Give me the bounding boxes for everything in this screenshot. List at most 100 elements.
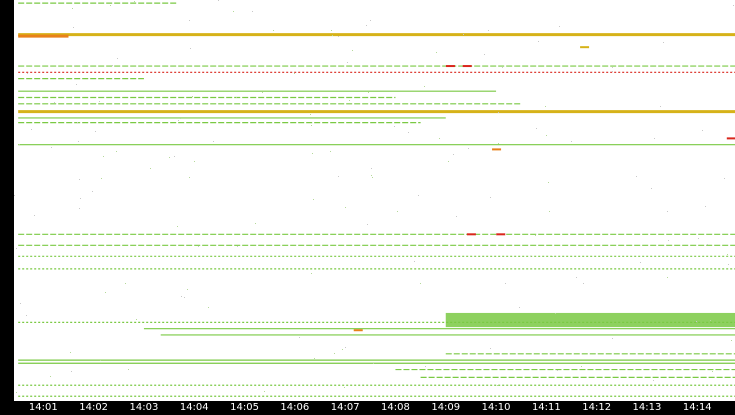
- traffic-marker-1: [462, 65, 472, 68]
- noise-dot-101: [189, 20, 190, 21]
- noise-dot-135: [218, 0, 219, 1]
- noise-dot-49: [273, 30, 274, 31]
- noise-dot-55: [373, 363, 374, 364]
- x-tick-label-10: 14:11: [531, 402, 561, 413]
- noise-dot-8: [101, 178, 102, 179]
- noise-dot-2: [70, 352, 71, 353]
- x-tick-label-13: 14:14: [682, 402, 712, 413]
- noise-dot-56: [344, 387, 345, 388]
- noise-dot-32: [342, 349, 343, 350]
- noise-dot-80: [105, 292, 106, 293]
- noise-dot-126: [345, 207, 346, 208]
- noise-dot-5: [183, 269, 184, 270]
- noise-dot-63: [334, 353, 335, 354]
- noise-dot-24: [208, 307, 209, 308]
- noise-dot-78: [663, 42, 664, 43]
- x-tick-label-6: 14:07: [330, 402, 360, 413]
- noise-dot-66: [502, 67, 503, 68]
- x-tick-label-7: 14:08: [381, 402, 410, 413]
- noise-dot-146: [79, 179, 80, 180]
- noise-dot-143: [312, 153, 313, 154]
- noise-dot-75: [194, 161, 195, 162]
- noise-dot-64: [51, 147, 52, 148]
- noise-dot-107: [490, 197, 491, 198]
- x-tick-label-2: 14:03: [129, 402, 159, 413]
- noise-dot-41: [366, 25, 367, 26]
- noise-dot-106: [424, 86, 425, 87]
- noise-dot-95: [549, 211, 550, 212]
- noise-dot-109: [16, 248, 17, 249]
- noise-dot-127: [498, 143, 499, 144]
- noise-dot-61: [414, 261, 415, 262]
- noise-dot-29: [545, 106, 546, 107]
- noise-dot-133: [538, 41, 539, 42]
- noise-dot-7: [50, 376, 51, 377]
- noise-dot-130: [345, 347, 346, 348]
- traffic-marker-2: [466, 233, 476, 236]
- noise-dot-157: [99, 101, 100, 102]
- noise-dot-11: [724, 178, 725, 179]
- x-tick-label-8: 14:09: [431, 402, 461, 413]
- noise-dot-35: [125, 283, 126, 284]
- plot-area: [14, 0, 735, 401]
- noise-dot-88: [213, 141, 214, 142]
- noise-dot-47: [546, 135, 547, 136]
- noise-dot-120: [54, 102, 55, 103]
- noise-dot-152: [110, 5, 111, 6]
- noise-dot-34: [660, 106, 661, 107]
- noise-dot-119: [190, 48, 191, 49]
- noise-dot-98: [557, 370, 558, 371]
- noise-dot-79: [174, 156, 175, 157]
- noise-dot-45: [92, 191, 93, 192]
- noise-dot-153: [640, 262, 641, 263]
- noise-dot-65: [728, 264, 729, 265]
- noise-dot-16: [448, 161, 449, 162]
- noise-dot-23: [184, 297, 185, 298]
- noise-dot-43: [112, 65, 113, 66]
- noise-dot-17: [484, 54, 485, 55]
- noise-dot-15: [651, 188, 652, 189]
- y-axis-bar: x.x.255.255 x.x.0.0: [0, 0, 24, 415]
- noise-dot-99: [636, 176, 637, 177]
- noise-dot-124: [95, 131, 96, 132]
- noise-dot-84: [653, 380, 654, 381]
- noise-dot-18: [338, 36, 339, 37]
- noise-dot-121: [397, 211, 398, 212]
- noise-dot-112: [134, 1, 135, 2]
- noise-dot-114: [425, 366, 426, 367]
- noise-dot-103: [456, 216, 457, 217]
- noise-dot-13: [571, 141, 572, 142]
- noise-dot-139: [519, 307, 520, 308]
- traffic-marker-3: [496, 233, 506, 236]
- noise-dot-37: [612, 67, 613, 68]
- noise-dot-51: [233, 11, 234, 12]
- noise-dot-0: [367, 224, 368, 225]
- noise-dot-62: [555, 313, 556, 314]
- noise-dot-96: [453, 154, 454, 155]
- noise-dot-59: [727, 254, 728, 255]
- noise-dot-4: [488, 30, 489, 31]
- noise-dot-104: [347, 62, 348, 63]
- traffic-marker-0: [445, 65, 455, 68]
- noise-dot-97: [116, 151, 117, 152]
- noise-dot-151: [299, 337, 300, 338]
- x-tick-label-4: 14:05: [230, 402, 259, 413]
- noise-dot-102: [264, 391, 265, 392]
- noise-dot-39: [612, 338, 613, 339]
- noise-dot-94: [103, 156, 104, 157]
- noise-dot-27: [31, 129, 32, 130]
- traffic-marker-5: [492, 148, 502, 151]
- noise-dot-125: [311, 125, 312, 126]
- noise-dot-144: [136, 319, 137, 320]
- noise-dot-145: [439, 138, 440, 139]
- noise-dot-70: [181, 296, 182, 297]
- noise-dot-92: [707, 244, 708, 245]
- noise-dot-3: [310, 114, 311, 115]
- noise-dot-117: [698, 238, 699, 239]
- noise-dot-22: [338, 176, 339, 177]
- noise-dot-28: [169, 157, 170, 158]
- noise-dot-52: [330, 151, 331, 152]
- noise-dot-67: [394, 126, 395, 127]
- noise-dot-134: [559, 26, 560, 27]
- noise-dot-110: [77, 122, 78, 123]
